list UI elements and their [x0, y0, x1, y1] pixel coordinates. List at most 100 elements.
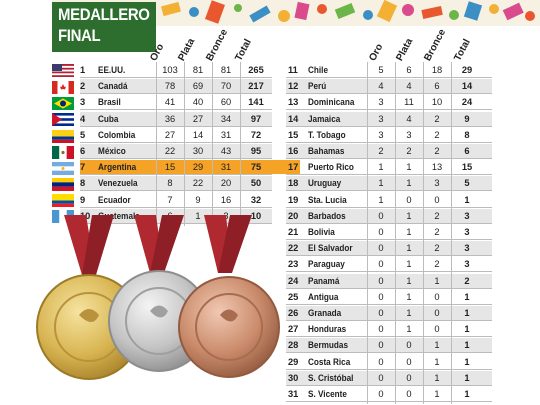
gold-count: 2: [378, 146, 384, 156]
row-divider: [80, 206, 272, 208]
table-row: 16 Bahamas 2 2 2 6: [0, 145, 540, 158]
country-cell: Ecuador: [98, 194, 131, 205]
table-row: 15 T. Tobago 3 3 2 8: [0, 129, 540, 142]
bronze-count: 1: [434, 356, 440, 367]
gold-count: 41: [164, 97, 176, 108]
country-cell: Sta. Lucia: [308, 194, 347, 205]
bronze-count: 2: [434, 113, 440, 124]
right-header-gold: Oro: [367, 42, 386, 63]
country-cell: Venezuela: [98, 178, 138, 189]
title-box: MEDALLERO FINAL: [52, 2, 156, 52]
row-divider: [286, 287, 492, 289]
gold-count: 78: [164, 81, 176, 92]
row-divider: [286, 141, 492, 143]
rank-cell: 20: [288, 210, 299, 221]
row-stripe: [286, 306, 492, 320]
country-cell: Chile: [308, 65, 329, 75]
row-divider: [286, 303, 492, 305]
silver-count: 1: [406, 324, 412, 335]
silver-count: 2: [406, 146, 412, 156]
row-stripe: [286, 111, 492, 126]
rank-cell: 25: [288, 291, 299, 302]
row-divider: [286, 384, 492, 386]
row-stripe: [286, 79, 492, 94]
silver-count: 14: [192, 129, 204, 140]
silver-count: 4: [406, 81, 412, 92]
table-row: 6 México 22 30 43 95: [0, 145, 540, 158]
gold-count: 36: [164, 113, 176, 124]
column-divider: [184, 62, 185, 226]
country-cell: Dominicana: [308, 97, 355, 108]
row-divider: [286, 320, 492, 321]
silver-count: 40: [192, 97, 204, 108]
row-divider: [286, 222, 492, 224]
row-divider: [286, 336, 492, 338]
bronze-count: 1: [434, 389, 440, 399]
bronze-count: 60: [220, 97, 232, 108]
country-cell: Paraguay: [308, 259, 345, 270]
country-cell: Puerto Rico: [308, 162, 354, 173]
silver-count: 1: [406, 227, 412, 237]
bronze-count: 13: [431, 162, 443, 173]
colombia-flag-icon: [52, 130, 74, 143]
gold-count: 0: [378, 227, 384, 237]
silver-count: 0: [406, 389, 412, 399]
country-cell: Antigua: [308, 291, 339, 302]
row-divider: [80, 77, 272, 78]
rank-cell: 1: [80, 65, 86, 75]
row-divider: [80, 158, 272, 159]
total-count: 3: [464, 210, 470, 221]
row-divider: [286, 77, 492, 78]
bronze-count: 0: [434, 194, 440, 205]
right-header-total: Total: [452, 37, 473, 63]
table-row: 21 Bolivia 0 1 2 3: [0, 226, 540, 239]
argentina-flag-icon: [52, 162, 74, 175]
table-row: 28 Bermudas 0 0 1 1: [0, 339, 540, 352]
gold-count: 103: [162, 65, 178, 75]
confetti-decoration: [161, 0, 535, 24]
country-cell: Costa Rica: [308, 356, 351, 367]
table-row: 13 Dominicana 3 11 10 24: [0, 96, 540, 109]
gold-count: 7: [167, 194, 173, 205]
row-stripe: [286, 338, 492, 353]
rank-cell: 2: [80, 81, 86, 92]
table-row: 5 Colombia 27 14 31 72: [0, 129, 540, 142]
total-count: 8: [464, 129, 470, 140]
bronze-medal-icon: [178, 276, 280, 378]
country-cell: Barbados: [308, 210, 346, 221]
rank-cell: 16: [288, 146, 299, 156]
cuba-flag-icon: [52, 113, 74, 126]
row-stripe: [286, 273, 492, 288]
silver-count: 11: [404, 97, 414, 108]
bronze-count: 31: [220, 129, 232, 140]
silver-count: 1: [406, 178, 412, 189]
row-divider: [286, 239, 492, 240]
row-divider: [80, 174, 272, 176]
rank-cell: 6: [80, 146, 86, 156]
rank-cell: 21: [288, 227, 299, 237]
silver-count: 0: [406, 356, 412, 367]
silver-count: 81: [192, 65, 204, 75]
rank-cell: 27: [288, 324, 299, 335]
country-cell: Argentina: [98, 162, 137, 173]
gold-count: 0: [378, 275, 384, 286]
gold-ribbon: [64, 215, 114, 275]
table-row: 25 Antigua 0 1 0 1: [0, 291, 540, 304]
gold-count: 5: [378, 65, 384, 75]
row-divider: [286, 401, 492, 402]
left-header-total: Total: [233, 37, 254, 63]
rank-cell: 11: [288, 65, 298, 75]
rank-cell: 29: [288, 356, 299, 367]
silver-count: 27: [192, 113, 204, 124]
silver-count: 22: [192, 178, 204, 189]
table-row: 27 Honduras 0 1 0 1: [0, 323, 540, 336]
bronze-count: 3: [434, 178, 440, 189]
silver-count: 1: [195, 210, 201, 221]
rank-cell: 3: [80, 97, 86, 108]
row-stripe: [80, 176, 272, 191]
usa-flag-icon: [52, 64, 74, 77]
silver-count: 29: [192, 162, 204, 173]
row-divider: [286, 190, 492, 192]
row-stripe: [286, 176, 492, 191]
country-cell: Cuba: [98, 113, 119, 124]
